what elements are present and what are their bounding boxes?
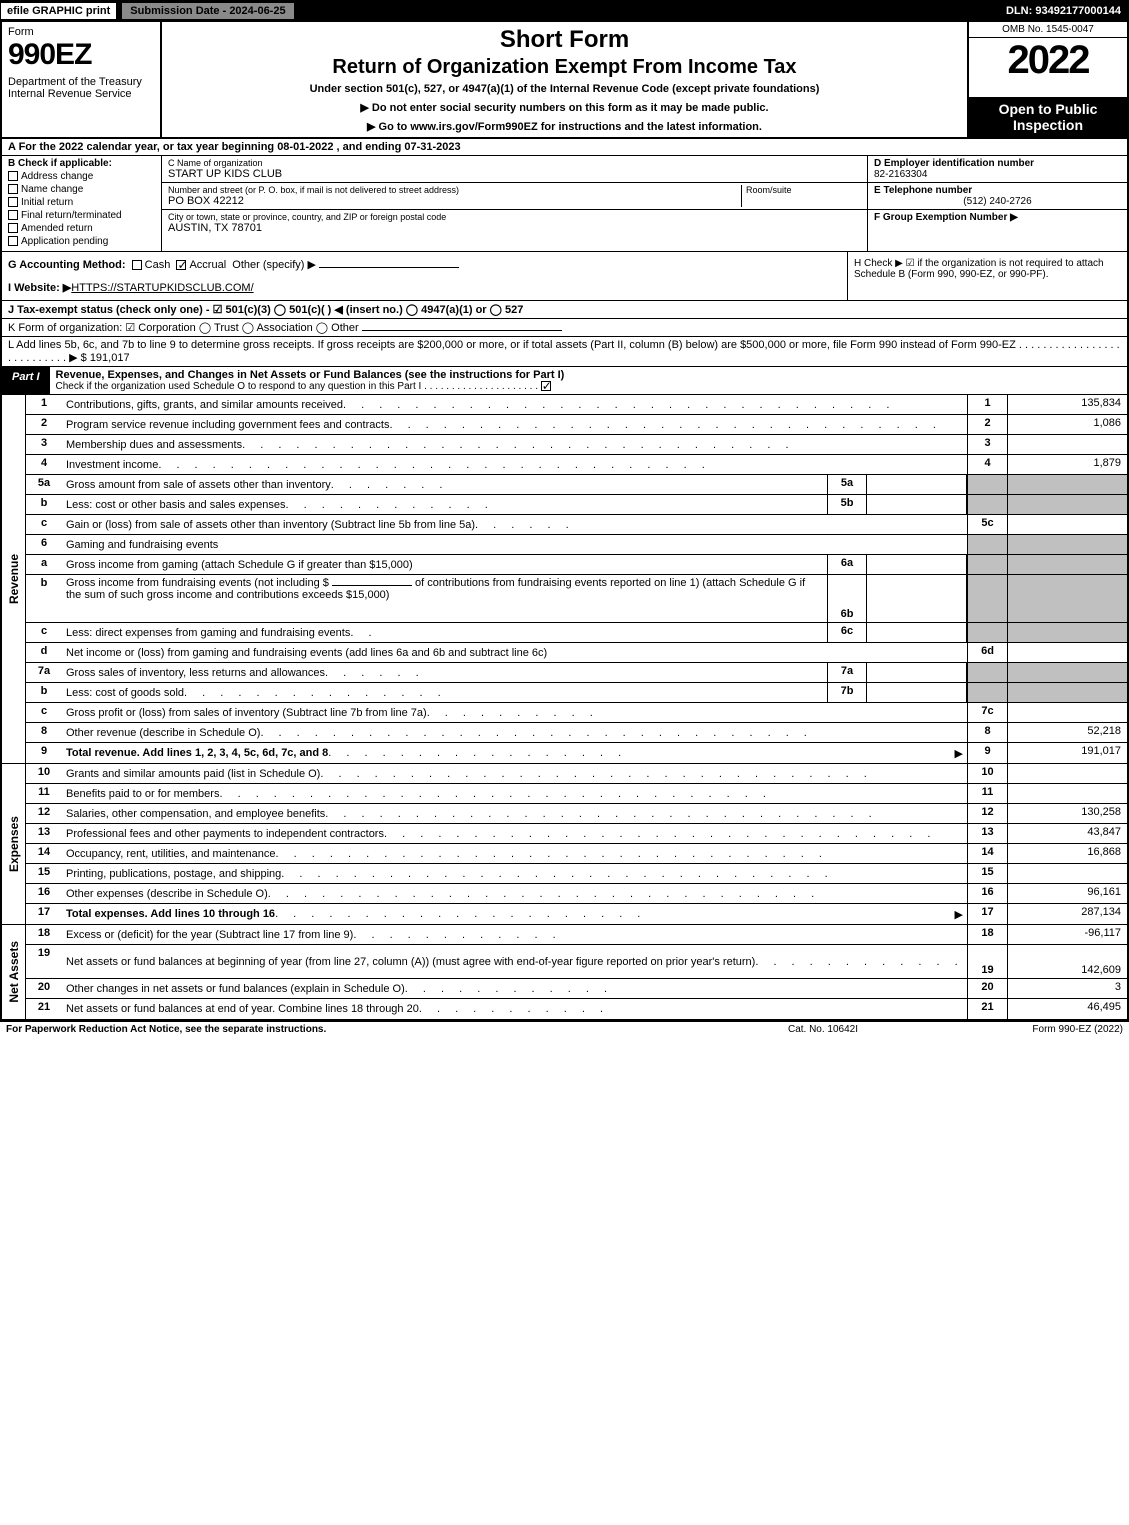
line-20: 20 Other changes in net assets or fund b… bbox=[26, 979, 1127, 999]
netassets-side-label: Net Assets bbox=[2, 925, 26, 1019]
org-city: AUSTIN, TX 78701 bbox=[168, 222, 861, 234]
row-h: H Check ▶ ☑ if the organization is not r… bbox=[847, 252, 1127, 300]
col-c-org-info: C Name of organization START UP KIDS CLU… bbox=[162, 156, 867, 251]
org-name: START UP KIDS CLUB bbox=[168, 168, 861, 180]
chk-name-change[interactable]: Name change bbox=[8, 184, 155, 195]
part-i-header: Part I Revenue, Expenses, and Changes in… bbox=[0, 367, 1129, 395]
schedule-o-checkbox[interactable] bbox=[541, 381, 551, 391]
note-ssn: ▶ Do not enter social security numbers o… bbox=[168, 101, 961, 114]
line-10: 10 Grants and similar amounts paid (list… bbox=[26, 764, 1127, 784]
footer-left: For Paperwork Reduction Act Notice, see … bbox=[6, 1024, 723, 1035]
line-6a: a Gross income from gaming (attach Sched… bbox=[26, 555, 1127, 575]
revenue-side-label: Revenue bbox=[2, 395, 26, 763]
part-i-tag: Part I bbox=[2, 367, 50, 394]
line-12: 12 Salaries, other compensation, and emp… bbox=[26, 804, 1127, 824]
title-short-form: Short Form bbox=[168, 26, 961, 54]
part-i-subtitle: Check if the organization used Schedule … bbox=[56, 381, 1121, 392]
line-1: 1 Contributions, gifts, grants, and simi… bbox=[26, 395, 1127, 415]
section-gh: G Accounting Method: Cash Accrual Other … bbox=[0, 252, 1129, 301]
header-right: OMB No. 1545-0047 2022 Open to Public In… bbox=[967, 22, 1127, 137]
c-city-label: City or town, state or province, country… bbox=[168, 212, 861, 222]
omb-number: OMB No. 1545-0047 bbox=[969, 22, 1127, 38]
line-6: 6 Gaming and fundraising events bbox=[26, 535, 1127, 555]
efile-print-button[interactable]: efile GRAPHIC print bbox=[0, 2, 117, 20]
f-group-label: F Group Exemption Number ▶ bbox=[874, 212, 1121, 223]
line-4: 4 Investment income. . . . . . . . . . .… bbox=[26, 455, 1127, 475]
row-l: L Add lines 5b, 6c, and 7b to line 9 to … bbox=[0, 337, 1129, 367]
line-9: 9 Total revenue. Add lines 1, 2, 3, 4, 5… bbox=[26, 743, 1127, 763]
chk-initial-return[interactable]: Initial return bbox=[8, 197, 155, 208]
line-6c: c Less: direct expenses from gaming and … bbox=[26, 623, 1127, 643]
line-7a: 7a Gross sales of inventory, less return… bbox=[26, 663, 1127, 683]
row-k: K Form of organization: ☑ Corporation ◯ … bbox=[0, 319, 1129, 337]
c-name-label: C Name of organization bbox=[168, 158, 861, 168]
website-link[interactable]: HTTPS://STARTUPKIDSCLUB.COM/ bbox=[71, 282, 253, 294]
line-18: 18 Excess or (deficit) for the year (Sub… bbox=[26, 925, 1127, 945]
e-phone-label: E Telephone number bbox=[874, 185, 1121, 196]
part-i-grid: Revenue 1 Contributions, gifts, grants, … bbox=[0, 395, 1129, 1021]
line-2: 2 Program service revenue including gove… bbox=[26, 415, 1127, 435]
row-j: J Tax-exempt status (check only one) - ☑… bbox=[0, 301, 1129, 319]
line-5b: b Less: cost or other basis and sales ex… bbox=[26, 495, 1127, 515]
row-a-tax-year: A For the 2022 calendar year, or tax yea… bbox=[0, 139, 1129, 156]
note-link: ▶ Go to www.irs.gov/Form990EZ for instru… bbox=[168, 120, 961, 133]
line-7b: b Less: cost of goods sold . . . . . . .… bbox=[26, 683, 1127, 703]
chk-final-return[interactable]: Final return/terminated bbox=[8, 210, 155, 221]
line-21: 21 Net assets or fund balances at end of… bbox=[26, 999, 1127, 1019]
line-7c: c Gross profit or (loss) from sales of i… bbox=[26, 703, 1127, 723]
department: Department of the Treasury Internal Reve… bbox=[8, 76, 154, 100]
line-8: 8 Other revenue (describe in Schedule O)… bbox=[26, 723, 1127, 743]
form-header: Form 990EZ Department of the Treasury In… bbox=[0, 22, 1129, 139]
col-def: D Employer identification number 82-2163… bbox=[867, 156, 1127, 251]
form-word: Form bbox=[8, 26, 154, 38]
chk-application-pending[interactable]: Application pending bbox=[8, 236, 155, 247]
phone-value: (512) 240-2726 bbox=[874, 196, 1121, 207]
dln: DLN: 93492177000144 bbox=[998, 3, 1129, 19]
chk-amended-return[interactable]: Amended return bbox=[8, 223, 155, 234]
submission-date: Submission Date - 2024-06-25 bbox=[121, 2, 294, 20]
b-label: B Check if applicable: bbox=[8, 158, 155, 169]
line-6d: d Net income or (loss) from gaming and f… bbox=[26, 643, 1127, 663]
c-addr-label: Number and street (or P. O. box, if mail… bbox=[168, 185, 741, 195]
top-bar: efile GRAPHIC print Submission Date - 20… bbox=[0, 0, 1129, 22]
line-15: 15 Printing, publications, postage, and … bbox=[26, 864, 1127, 884]
d-ein-label: D Employer identification number bbox=[874, 158, 1121, 169]
line-5a: 5a Gross amount from sale of assets othe… bbox=[26, 475, 1127, 495]
col-b-checkboxes: B Check if applicable: Address change Na… bbox=[2, 156, 162, 251]
footer-mid: Cat. No. 10642I bbox=[723, 1024, 923, 1035]
tax-year: 2022 bbox=[969, 38, 1127, 97]
line-3: 3 Membership dues and assessments. . . .… bbox=[26, 435, 1127, 455]
line-5c: c Gain or (loss) from sale of assets oth… bbox=[26, 515, 1127, 535]
line-6b: b Gross income from fundraising events (… bbox=[26, 575, 1127, 623]
row-i: I Website: ▶HTTPS://STARTUPKIDSCLUB.COM/ bbox=[8, 281, 841, 294]
line-19: 19 Net assets or fund balances at beginn… bbox=[26, 945, 1127, 979]
line-11: 11 Benefits paid to or for members. . . … bbox=[26, 784, 1127, 804]
part-i-title: Revenue, Expenses, and Changes in Net As… bbox=[56, 369, 565, 381]
line-13: 13 Professional fees and other payments … bbox=[26, 824, 1127, 844]
title-return: Return of Organization Exempt From Incom… bbox=[168, 56, 961, 79]
line-14: 14 Occupancy, rent, utilities, and maint… bbox=[26, 844, 1127, 864]
row-g: G Accounting Method: Cash Accrual Other … bbox=[8, 258, 841, 271]
form-number: 990EZ bbox=[8, 38, 154, 72]
room-suite-label: Room/suite bbox=[741, 185, 861, 207]
ein-value: 82-2163304 bbox=[874, 169, 1121, 180]
open-to-public: Open to Public Inspection bbox=[969, 97, 1127, 137]
section-bcdef: B Check if applicable: Address change Na… bbox=[0, 156, 1129, 252]
header-mid: Short Form Return of Organization Exempt… bbox=[162, 22, 967, 137]
page-footer: For Paperwork Reduction Act Notice, see … bbox=[0, 1021, 1129, 1037]
footer-right: Form 990-EZ (2022) bbox=[923, 1024, 1123, 1035]
line-17: 17 Total expenses. Add lines 10 through … bbox=[26, 904, 1127, 924]
expenses-side-label: Expenses bbox=[2, 764, 26, 924]
org-address: PO BOX 42212 bbox=[168, 195, 741, 207]
header-left: Form 990EZ Department of the Treasury In… bbox=[2, 22, 162, 137]
subtitle: Under section 501(c), 527, or 4947(a)(1)… bbox=[168, 83, 961, 95]
chk-address-change[interactable]: Address change bbox=[8, 171, 155, 182]
line-16: 16 Other expenses (describe in Schedule … bbox=[26, 884, 1127, 904]
